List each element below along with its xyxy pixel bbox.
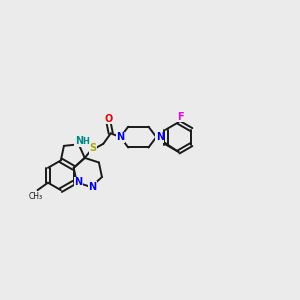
Text: F: F (177, 112, 183, 122)
Text: N: N (156, 132, 164, 142)
Text: N: N (75, 136, 83, 146)
Text: S: S (89, 143, 97, 153)
Text: N: N (74, 177, 82, 188)
Text: N: N (116, 132, 124, 142)
Text: H: H (82, 137, 89, 146)
Text: N: N (88, 182, 97, 192)
Text: O: O (104, 114, 113, 124)
Text: CH₃: CH₃ (29, 192, 43, 201)
